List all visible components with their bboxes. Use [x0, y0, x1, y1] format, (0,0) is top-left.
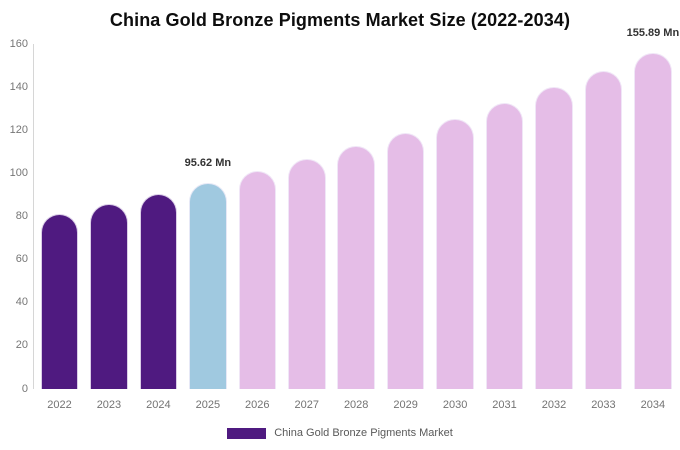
x-tick-label-2034: 2034 — [640, 399, 666, 411]
data-label-2034: 155.89 Mn — [626, 26, 680, 39]
bar-2024 — [139, 193, 178, 389]
x-tick-label-2023: 2023 — [96, 399, 122, 411]
y-tick-label: 80 — [15, 210, 28, 222]
y-tick-label: 100 — [9, 166, 28, 179]
bar-2029 — [386, 132, 425, 389]
x-tick-label-2025: 2025 — [195, 399, 221, 411]
y-tick-label: 20 — [15, 339, 28, 352]
bar-2023 — [90, 204, 128, 389]
y-axis-line — [33, 44, 34, 389]
bar-2025 — [189, 182, 227, 389]
x-tick-label-2033: 2033 — [591, 399, 616, 411]
x-tick-label-2028: 2028 — [343, 399, 369, 411]
bar-2028 — [337, 146, 375, 389]
bar-2022 — [40, 213, 79, 389]
x-tick-label-2026: 2026 — [245, 399, 270, 411]
bar-2027 — [288, 159, 326, 389]
y-tick-label: 60 — [15, 253, 28, 266]
x-tick-label-2032: 2032 — [541, 399, 567, 411]
y-tick-label: 140 — [9, 80, 28, 93]
legend: China Gold Bronze Pigments Market — [0, 426, 680, 440]
data-label-2025: 95.62 Mn — [184, 156, 232, 169]
x-tick-label-2031: 2031 — [492, 399, 517, 411]
x-tick-label-2027: 2027 — [294, 399, 319, 411]
bar-2034 — [634, 52, 672, 389]
x-tick-label-2022: 2022 — [47, 399, 72, 411]
y-tick-label: 160 — [9, 37, 28, 50]
x-tick-label-2024: 2024 — [146, 399, 171, 411]
x-tick-label-2029: 2029 — [393, 399, 418, 411]
y-tick-label: 0 — [21, 382, 28, 395]
legend-label: China Gold Bronze Pigments Market — [274, 427, 453, 439]
legend-swatch — [227, 427, 267, 439]
bar-2033 — [584, 70, 623, 389]
y-tick-label: 120 — [9, 123, 28, 136]
chart-title: China Gold Bronze Pigments Market Size (… — [109, 10, 571, 30]
bar-2031 — [485, 103, 524, 389]
bar-2030 — [436, 118, 474, 389]
bar-2032 — [535, 87, 573, 389]
bar-2026 — [238, 171, 277, 389]
y-tick-label: 40 — [15, 296, 28, 309]
x-tick-label-2030: 2030 — [442, 399, 468, 411]
